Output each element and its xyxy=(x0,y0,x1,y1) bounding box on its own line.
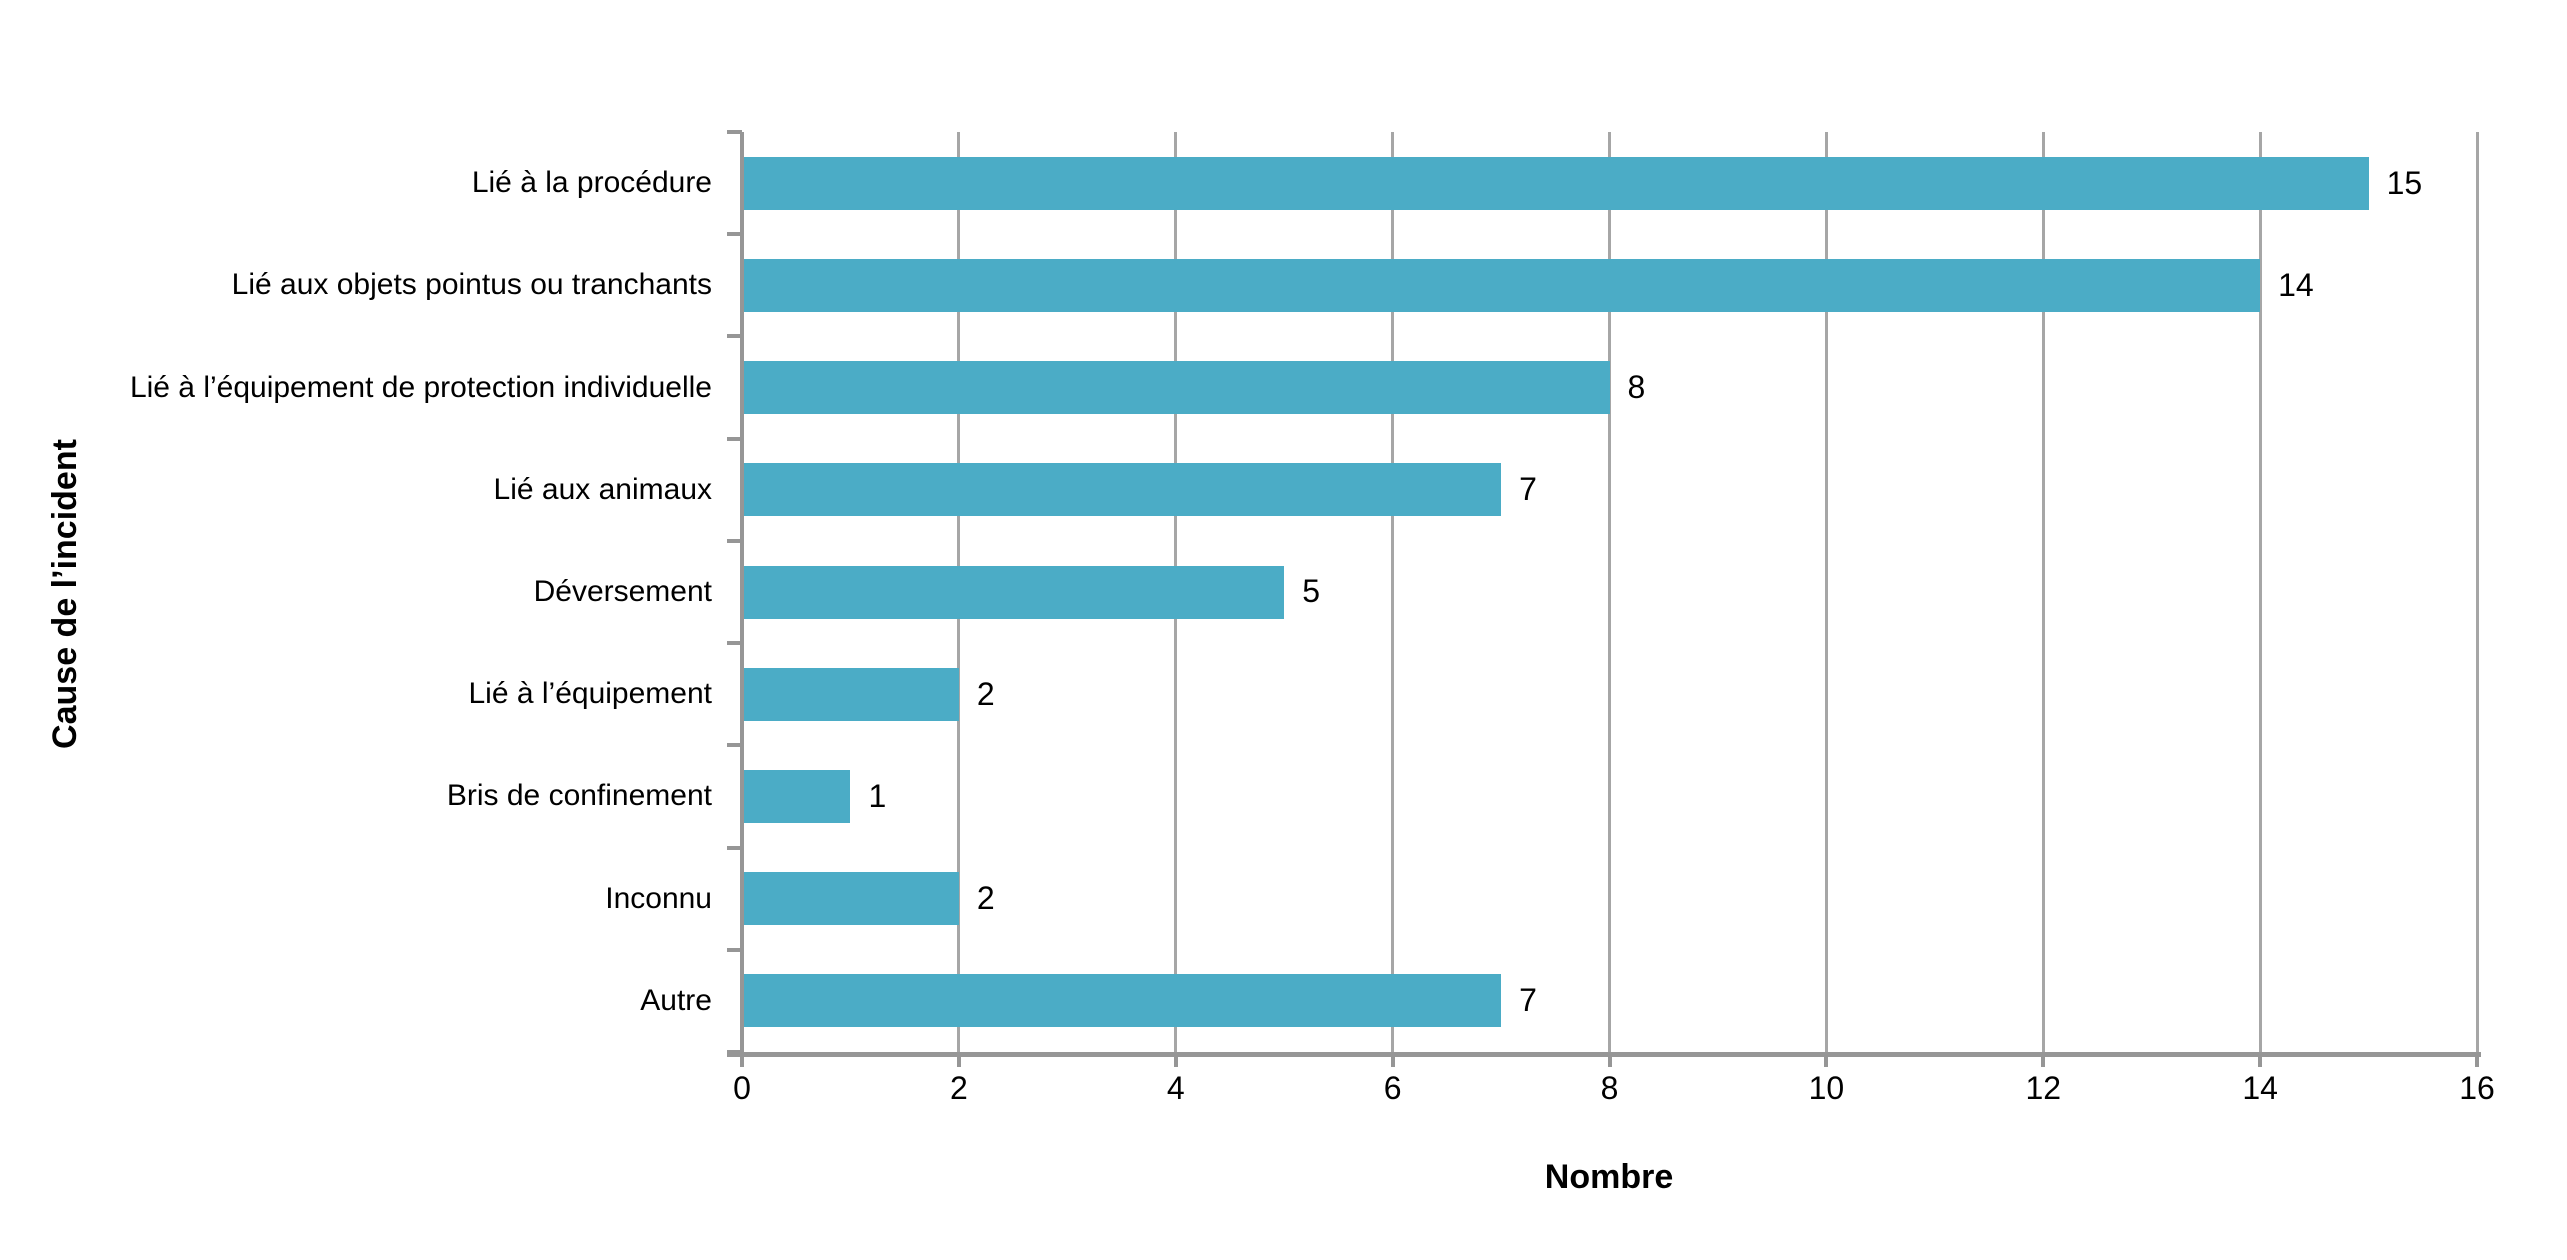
bar xyxy=(744,463,1502,517)
bar xyxy=(744,667,959,721)
x-axis-tick xyxy=(2041,1052,2046,1067)
gridline xyxy=(1391,132,1395,1052)
gridline xyxy=(2475,132,2479,1052)
y-axis-tick xyxy=(727,232,742,237)
y-axis-tick xyxy=(727,641,742,646)
value-label: 7 xyxy=(1519,471,1537,508)
category-label: Lié à l’équipement xyxy=(468,677,712,711)
category-label: Lié aux animaux xyxy=(493,472,712,506)
y-axis-tick xyxy=(727,334,742,339)
value-label: 8 xyxy=(1627,369,1646,406)
x-axis-tick xyxy=(740,1052,744,1067)
category-label: Déversement xyxy=(533,574,712,608)
x-axis-title: Nombre xyxy=(1544,1158,1674,1196)
x-axis-tick xyxy=(1824,1052,1829,1067)
category-label: Autre xyxy=(640,983,712,1017)
category-label: Lié à l’équipement de protection individ… xyxy=(129,370,712,404)
bar xyxy=(744,565,1285,619)
bar xyxy=(744,769,851,823)
x-axis-tick xyxy=(956,1052,961,1067)
value-label: 5 xyxy=(1302,573,1320,610)
x-tick-label: 4 xyxy=(1166,1070,1185,1106)
value-label: 2 xyxy=(976,675,995,712)
gridline xyxy=(1824,132,1828,1052)
x-tick-label: 2 xyxy=(949,1070,968,1106)
value-label: 14 xyxy=(2278,266,2314,303)
category-label: Inconnu xyxy=(605,881,712,915)
bar xyxy=(744,156,2369,210)
x-tick-label: 16 xyxy=(2459,1070,2495,1106)
gridline xyxy=(2041,132,2045,1052)
value-label: 15 xyxy=(2386,164,2423,201)
y-axis-tick xyxy=(727,743,742,748)
bar xyxy=(744,361,1610,415)
value-label: 1 xyxy=(868,777,887,814)
bar xyxy=(744,258,2261,312)
x-tick-label: 0 xyxy=(733,1070,751,1106)
x-axis-tick xyxy=(1390,1052,1395,1067)
y-axis-tick xyxy=(727,845,742,850)
category-label: Bris de confinement xyxy=(446,779,712,813)
x-tick-label: 6 xyxy=(1383,1070,1402,1106)
y-axis-tick xyxy=(727,538,742,543)
category-label: Lié aux objets pointus ou tranchants xyxy=(231,268,712,302)
x-tick-label: 8 xyxy=(1600,1070,1619,1106)
gridline xyxy=(2258,132,2262,1052)
value-label: 2 xyxy=(976,880,995,917)
y-axis-tick xyxy=(727,130,742,134)
gridline xyxy=(1608,132,1611,1052)
y-axis-line xyxy=(740,132,744,1052)
x-tick-label: 10 xyxy=(1808,1070,1845,1106)
value-label: 7 xyxy=(1519,982,1537,1019)
bar xyxy=(744,872,959,926)
x-axis-tick xyxy=(2258,1052,2263,1067)
x-axis-tick xyxy=(2475,1052,2479,1067)
bar xyxy=(744,974,1502,1028)
x-axis-tick xyxy=(1607,1052,1612,1067)
y-axis-tick xyxy=(727,436,742,441)
x-axis-line xyxy=(727,1052,2481,1057)
category-label: Lié à la procédure xyxy=(471,166,712,200)
x-tick-label: 12 xyxy=(2025,1070,2062,1106)
y-axis-tick xyxy=(727,947,742,952)
y-axis-tick xyxy=(727,1050,742,1054)
x-axis-tick xyxy=(1173,1052,1178,1067)
x-tick-label: 14 xyxy=(2242,1070,2278,1106)
